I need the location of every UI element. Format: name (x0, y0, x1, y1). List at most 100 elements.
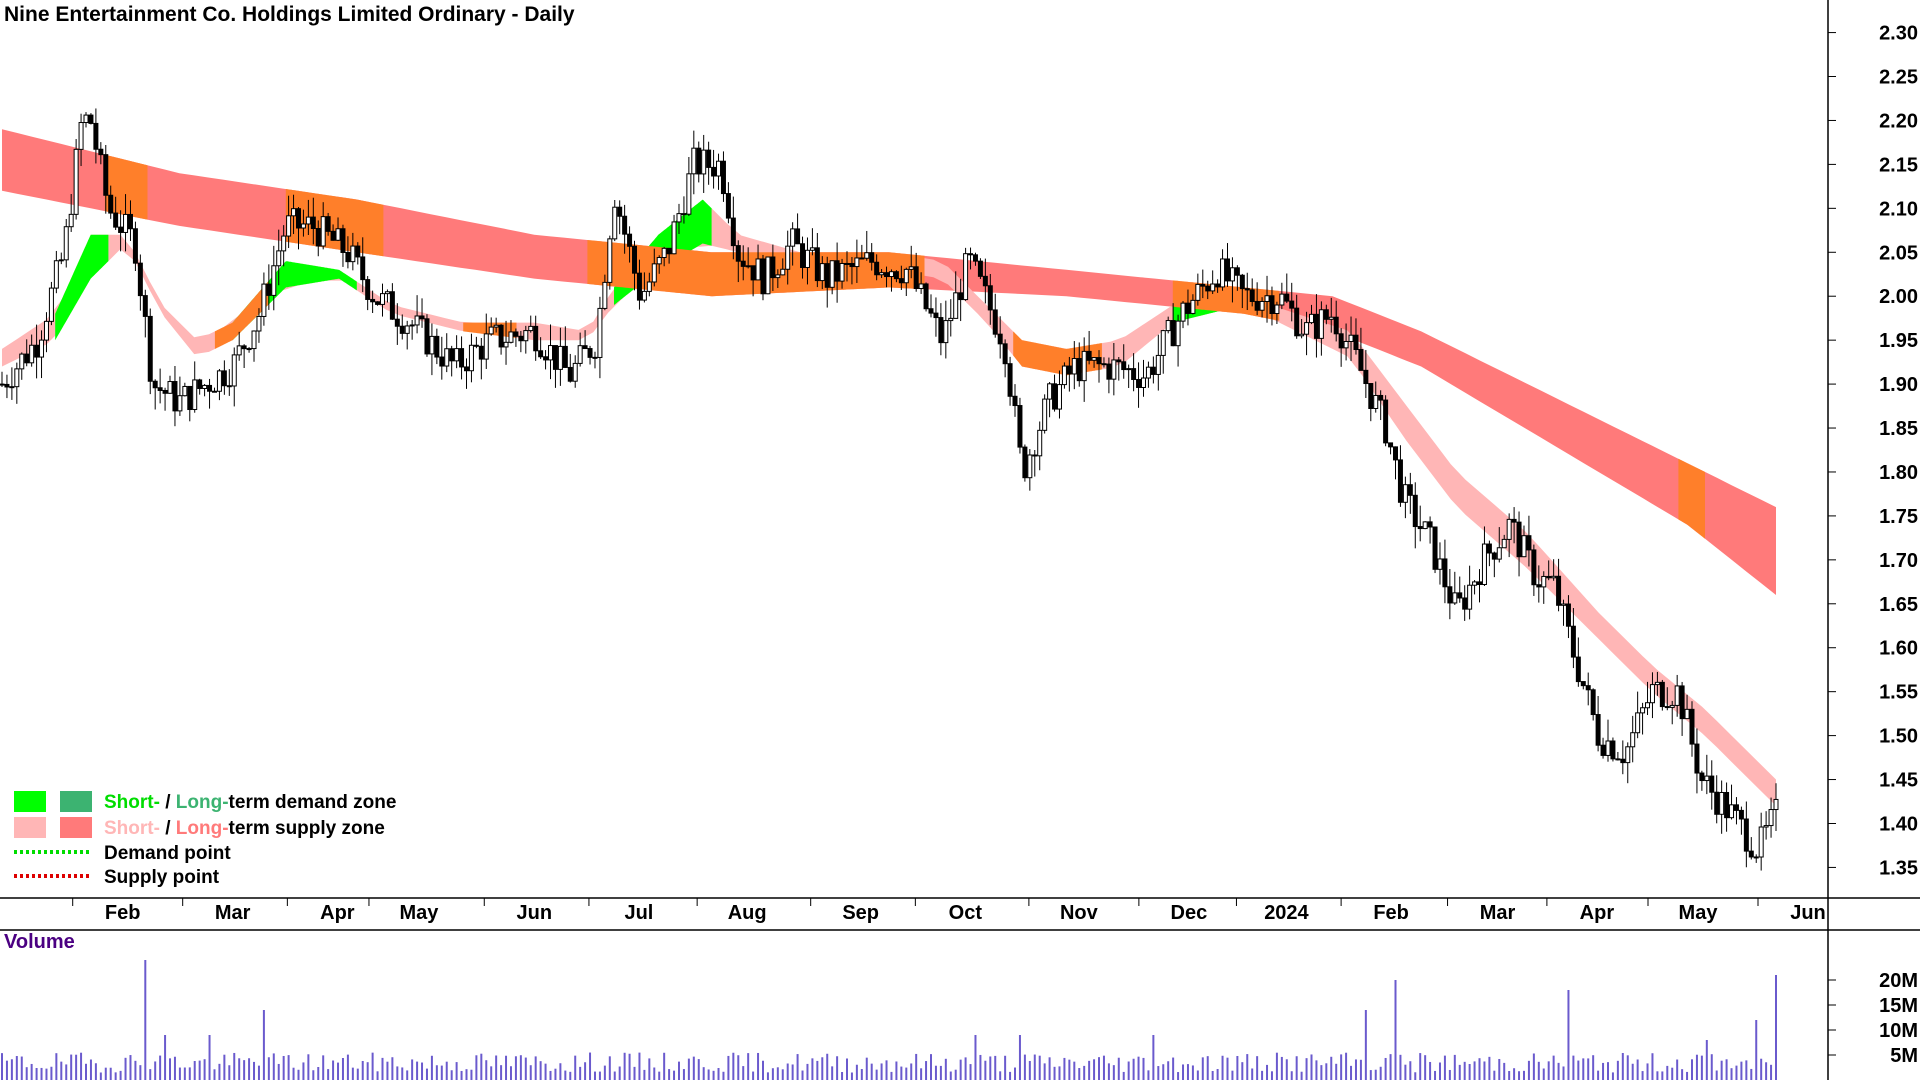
x-tick-label: Oct (949, 902, 983, 924)
candle-body (1565, 603, 1571, 627)
candle-body (1353, 334, 1359, 351)
candle-body (898, 278, 904, 284)
candle-body (1313, 313, 1319, 339)
y-tick-label: 1.70 (1879, 550, 1918, 572)
y-tick-label: 1.75 (1879, 506, 1918, 528)
candle-body (1714, 791, 1720, 815)
candle-body (1467, 584, 1473, 610)
legend-swatch-long-demand (60, 791, 92, 812)
candle-body (1126, 368, 1132, 371)
candle-body (528, 325, 534, 332)
x-tick-label: Apr (1580, 902, 1615, 924)
candle-body (1694, 743, 1700, 774)
candle-body (1170, 320, 1176, 347)
candle-body (1007, 363, 1013, 397)
candle-body (720, 160, 726, 195)
candle-body (221, 370, 227, 387)
candle-body (1763, 825, 1769, 828)
candle-body (1383, 399, 1389, 444)
candle-body (34, 344, 40, 358)
candle-body (246, 348, 252, 351)
candle-body (977, 260, 983, 277)
candle-body (958, 292, 964, 301)
candle-body (365, 279, 371, 300)
candle-body (1768, 809, 1774, 827)
candle-body (315, 228, 321, 247)
candle-body (9, 386, 15, 389)
candle-body (943, 320, 949, 344)
candle-body (1066, 365, 1072, 375)
candle-body (1526, 535, 1532, 551)
y-tick-label: 2.15 (1879, 154, 1918, 176)
candle-body (1724, 792, 1730, 819)
candle-body (1037, 429, 1043, 457)
candle-body (1328, 316, 1334, 320)
candle-body (1061, 365, 1067, 386)
candle-body (266, 283, 272, 296)
candle-body (1224, 258, 1230, 282)
candle-body (1556, 575, 1562, 606)
volume-tick-label: 20M (1879, 970, 1918, 992)
candle-body (740, 260, 746, 267)
candle-body (903, 268, 909, 284)
candle-body (1417, 526, 1423, 530)
candle-body (1561, 603, 1567, 606)
candle-body (1748, 850, 1754, 858)
candle-body (58, 259, 64, 262)
candle-body (997, 333, 1003, 345)
candle-body (1363, 369, 1369, 385)
candle-body (765, 256, 771, 295)
candle-body (1106, 363, 1112, 380)
candle-body (24, 353, 30, 364)
candle-body (256, 315, 262, 332)
candle-body (567, 366, 573, 382)
candle-body (389, 291, 395, 320)
candle-body (276, 250, 282, 267)
candle-body (972, 254, 978, 262)
candle-body (355, 245, 361, 258)
candle-body (394, 318, 400, 327)
candle-body (1654, 681, 1660, 686)
candle-body (1338, 333, 1344, 349)
candle-body (982, 275, 988, 287)
candle-body (1472, 581, 1478, 586)
candle-body (488, 326, 494, 335)
candle-body (1600, 744, 1606, 756)
candle-body (795, 228, 801, 245)
candle-body (780, 268, 786, 276)
candle-body (918, 283, 924, 290)
candle-body (1620, 758, 1626, 764)
candle-body (1506, 518, 1512, 540)
candle-body (271, 265, 277, 296)
candle-body (1625, 746, 1631, 764)
candle-body (814, 247, 820, 282)
candle-body (1348, 334, 1354, 342)
legend-demand-sep: / (160, 792, 176, 813)
candle-body (300, 223, 306, 229)
zone-overlap (285, 189, 384, 257)
candle-body (800, 243, 806, 268)
candle-body (192, 379, 198, 411)
candle-body (884, 272, 890, 278)
candle-body (197, 379, 203, 389)
y-tick-label: 1.35 (1879, 857, 1918, 879)
y-tick-label: 2.05 (1879, 242, 1918, 264)
candle-body (760, 258, 766, 295)
volume-tick-label: 5M (1890, 1045, 1918, 1067)
long-term-supply-zone (2, 129, 1776, 595)
candle-body (1402, 484, 1408, 503)
x-tick-label: Apr (320, 902, 355, 924)
candle-body (162, 389, 168, 394)
candle-body (1274, 304, 1280, 315)
candle-body (1393, 446, 1399, 461)
candle-body (68, 213, 74, 228)
candle-body (1442, 558, 1448, 588)
candle-body (888, 271, 894, 278)
candle-body (241, 345, 247, 350)
candle-body (14, 368, 20, 388)
candle-body (468, 344, 474, 372)
candle-body (617, 206, 623, 217)
legend-row-demand-zone: Short- / Long-term demand zone (104, 792, 396, 813)
candle-body (325, 216, 331, 232)
